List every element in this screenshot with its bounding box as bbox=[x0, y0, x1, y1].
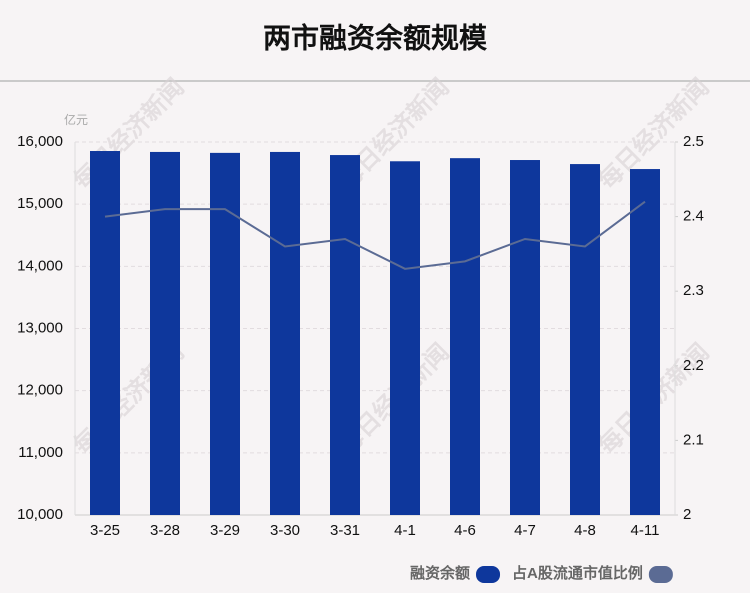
y-tick-label: 12,000 bbox=[17, 382, 63, 399]
y2-tick-label: 2.2 bbox=[683, 357, 704, 374]
x-tick-label: 4-6 bbox=[454, 522, 476, 539]
y2-tick-label: 2.4 bbox=[683, 208, 704, 225]
line bbox=[104, 200, 646, 270]
x-tick-label: 3-25 bbox=[90, 522, 120, 539]
x-tick-label: 4-11 bbox=[631, 522, 660, 539]
bar bbox=[630, 169, 660, 516]
y-tick-label: 11,000 bbox=[18, 444, 63, 461]
bar bbox=[330, 155, 360, 515]
legend-label: 占A股流通市值比例 bbox=[512, 564, 643, 582]
bar bbox=[90, 151, 120, 515]
unit-label: 亿元 bbox=[64, 112, 88, 127]
y-tick-label: 16,000 bbox=[17, 133, 63, 150]
bar bbox=[510, 160, 540, 516]
x-tick-label: 4-1 bbox=[394, 522, 416, 539]
y-tick-label: 14,000 bbox=[17, 257, 63, 274]
x-tick-label: 3-30 bbox=[270, 522, 300, 539]
y-tick-label: 10,000 bbox=[17, 506, 63, 523]
x-tick-label: 3-29 bbox=[210, 522, 240, 539]
x-tick-label: 3-28 bbox=[150, 522, 180, 539]
bar bbox=[150, 151, 180, 516]
x-tick-label: 4-7 bbox=[514, 522, 536, 539]
legend-swatch bbox=[648, 566, 673, 583]
legend-swatch bbox=[476, 566, 501, 583]
legend-label: 融资余额 bbox=[410, 564, 470, 582]
y2-tick-label: 2 bbox=[683, 506, 691, 523]
bar bbox=[210, 152, 240, 516]
y2-tick-label: 2.1 bbox=[683, 431, 704, 448]
y-tick-label: 15,000 bbox=[17, 195, 63, 212]
bar bbox=[270, 151, 300, 516]
y2-tick-label: 2.3 bbox=[683, 282, 704, 299]
bar bbox=[570, 164, 600, 516]
x-tick-label: 4-8 bbox=[574, 522, 596, 539]
y-tick-label: 13,000 bbox=[17, 319, 63, 336]
bar bbox=[390, 161, 420, 515]
chart-title: 两市融资余额规模 bbox=[263, 21, 488, 53]
y2-tick-label: 2.5 bbox=[683, 133, 704, 150]
x-tick-label: 3-31 bbox=[330, 522, 360, 539]
bar bbox=[450, 158, 480, 515]
